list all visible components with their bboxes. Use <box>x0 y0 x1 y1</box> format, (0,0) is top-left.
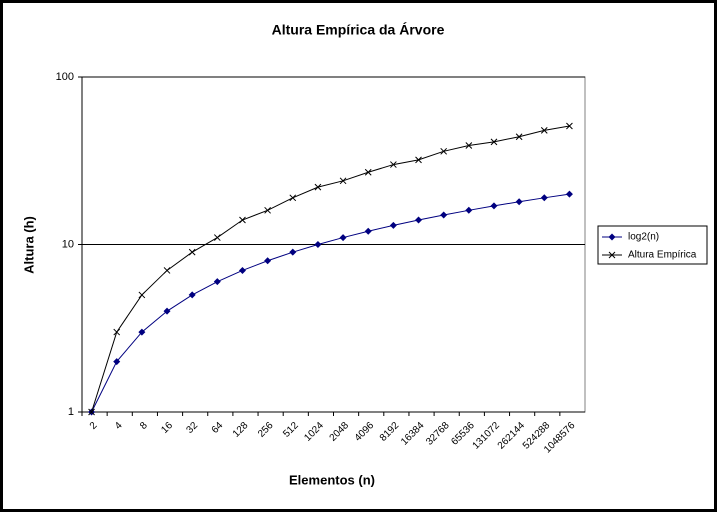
data-point <box>390 161 397 168</box>
x-axis-label: Elementos (n) <box>289 472 375 487</box>
y-tick-label: 10 <box>62 238 74 250</box>
data-point <box>213 234 221 241</box>
data-point <box>465 206 473 214</box>
data-point <box>440 147 448 155</box>
data-point <box>188 291 196 299</box>
data-point <box>566 122 573 130</box>
data-point <box>339 234 347 242</box>
data-point <box>389 221 397 229</box>
data-point <box>415 156 422 164</box>
data-point <box>339 177 347 185</box>
data-point <box>188 248 196 256</box>
legend-marker <box>608 251 616 259</box>
data-point <box>490 138 498 146</box>
data-point <box>540 127 548 134</box>
data-point <box>515 198 523 206</box>
series-line <box>91 193 570 413</box>
data-point <box>163 267 171 274</box>
legend-marker <box>608 233 616 241</box>
y-axis-label: Altura (h) <box>21 216 36 274</box>
data-point <box>113 328 121 336</box>
data-point <box>289 248 297 256</box>
data-point <box>364 227 372 235</box>
y-tick-label: 100 <box>56 71 74 83</box>
data-point <box>415 216 423 224</box>
data-point <box>138 328 146 336</box>
data-point <box>113 358 121 366</box>
legend <box>597 225 708 265</box>
data-point <box>515 133 523 141</box>
data-point <box>465 142 473 149</box>
data-point <box>163 307 171 315</box>
data-point <box>239 216 246 224</box>
data-point <box>138 291 146 299</box>
data-point <box>314 241 322 248</box>
data-point <box>364 168 372 176</box>
data-point <box>238 266 246 274</box>
chart-title: Altura Empírica da Árvore <box>272 22 445 38</box>
data-point <box>540 194 548 202</box>
y-tick-label: 1 <box>68 406 74 418</box>
data-point <box>565 190 573 198</box>
data-point <box>314 183 322 191</box>
legend-label: Altura Empírica <box>628 250 697 261</box>
data-point <box>490 202 498 210</box>
series-line <box>91 125 570 413</box>
data-point <box>440 211 448 219</box>
data-point <box>88 408 95 416</box>
data-point <box>289 194 297 202</box>
data-point <box>213 278 221 286</box>
data-point <box>264 257 272 265</box>
data-point <box>264 206 271 214</box>
legend-label: log2(n) <box>628 232 659 243</box>
